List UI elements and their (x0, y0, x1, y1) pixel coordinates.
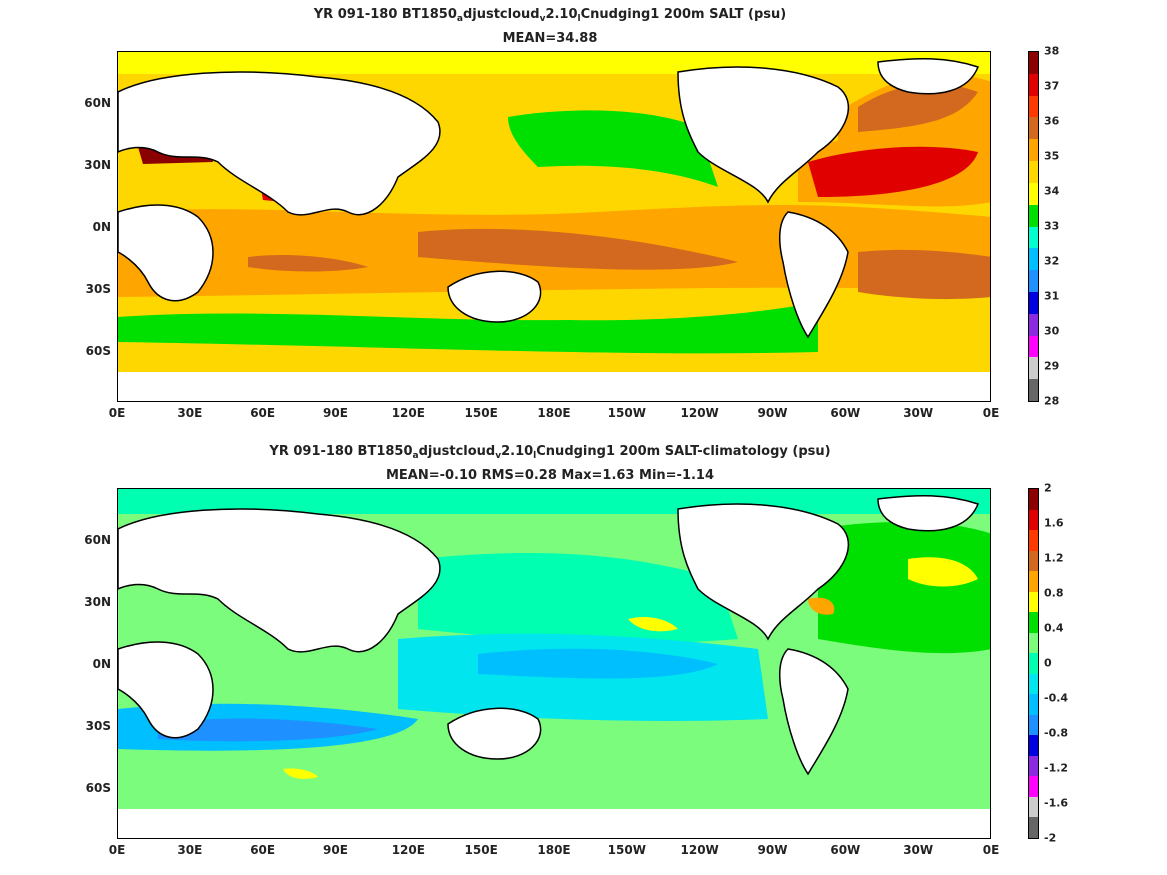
colorbar-segment (1029, 776, 1038, 797)
panel1-stats: MEAN=34.88 (502, 31, 598, 46)
x-tick-label: 0E (982, 406, 1000, 420)
y-tick-label: 30S (85, 719, 111, 733)
x-tick-label: 150W (607, 843, 646, 857)
colorbar-tick-label: 37 (1044, 79, 1060, 93)
x-tick-label: 180E (537, 843, 571, 857)
y-tick-label: 0N (92, 220, 111, 234)
x-tick-label: 90W (757, 843, 788, 857)
colorbar-segment (1029, 694, 1038, 715)
colorbar-segment (1029, 632, 1038, 654)
y-tick-label: 60N (84, 96, 111, 110)
x-tick-label: 0E (982, 843, 1000, 857)
colorbar-tick-label: -1.2 (1044, 761, 1069, 775)
x-tick-label: 30W (903, 843, 934, 857)
colorbar-segment (1029, 673, 1038, 695)
x-tick-label: 60E (250, 406, 276, 420)
x-tick-label: 90E (323, 843, 348, 857)
colorbar-segment (1029, 591, 1038, 613)
colorbar-tick-label: 36 (1044, 114, 1060, 128)
colorbar-segment (1029, 248, 1038, 271)
colorbar-segment (1029, 161, 1038, 183)
colorbar-segment (1029, 182, 1038, 205)
colorbar-segment (1029, 226, 1038, 249)
colorbar-tick-label: -0.4 (1044, 691, 1069, 705)
panel2-title: YR 091-180 BT1850adjustcloudv2.10lCnudgi… (269, 444, 831, 461)
salinity-map (117, 51, 991, 402)
colorbar-segment (1029, 357, 1038, 380)
colorbar-segment (1029, 52, 1038, 74)
colorbar-tick-label: 29 (1044, 359, 1060, 373)
x-tick-label: 90E (323, 406, 348, 420)
salinity-colorbar (1028, 51, 1039, 402)
x-tick-label: 30W (903, 406, 934, 420)
x-tick-label: 120E (391, 406, 425, 420)
x-tick-label: 90W (757, 406, 788, 420)
x-tick-label: 60W (830, 406, 861, 420)
x-tick-label: 180E (537, 406, 571, 420)
y-tick-label: 60N (84, 533, 111, 547)
bias-colorbar (1028, 488, 1039, 839)
x-tick-label: 30E (177, 406, 203, 420)
x-tick-label: 150W (607, 406, 646, 420)
colorbar-segment (1029, 335, 1038, 358)
colorbar-segment (1029, 571, 1038, 592)
colorbar-tick-label: 35 (1044, 149, 1060, 163)
colorbar-tick-label: -0.8 (1044, 726, 1069, 740)
x-tick-label: 120W (680, 406, 719, 420)
y-tick-label: 30N (84, 158, 111, 172)
colorbar-tick-label: 31 (1044, 289, 1060, 303)
y-tick-label: 60S (85, 344, 111, 358)
colorbar-segment (1029, 714, 1038, 736)
salinity-bias-map (117, 488, 991, 839)
colorbar-tick-label: 28 (1044, 394, 1060, 408)
x-tick-label: 60E (250, 843, 276, 857)
x-tick-label: 30E (177, 843, 203, 857)
colorbar-tick-label: -2 (1044, 831, 1057, 845)
colorbar-segment (1029, 95, 1038, 118)
x-tick-label: 60W (830, 843, 861, 857)
x-tick-label: 120E (391, 843, 425, 857)
colorbar-segment (1029, 291, 1038, 314)
colorbar-segment (1029, 204, 1038, 227)
panel2-stats: MEAN=-0.10 RMS=0.28 Max=1.63 Min=-1.14 (385, 468, 715, 483)
colorbar-tick-label: 1.2 (1044, 551, 1064, 565)
colorbar-segment (1029, 139, 1038, 162)
colorbar-segment (1029, 612, 1038, 633)
x-tick-label: 0E (108, 843, 126, 857)
colorbar-segment (1029, 489, 1038, 510)
colorbar-segment (1029, 73, 1038, 96)
colorbar-tick-label: -1.6 (1044, 796, 1069, 810)
colorbar-segment (1029, 550, 1038, 572)
x-tick-label: 0E (108, 406, 126, 420)
colorbar-segment (1029, 117, 1038, 140)
colorbar-segment (1029, 735, 1038, 756)
colorbar-segment (1029, 796, 1038, 818)
x-tick-label: 120W (680, 843, 719, 857)
panel1-title: YR 091-180 BT1850adjustcloudv2.10lCnudgi… (313, 7, 787, 24)
colorbar-tick-label: 33 (1044, 219, 1060, 233)
colorbar-segment (1029, 270, 1038, 292)
colorbar-tick-label: 1.6 (1044, 516, 1064, 530)
x-tick-label: 150E (464, 843, 498, 857)
colorbar-segment (1029, 379, 1038, 401)
colorbar-segment (1029, 313, 1038, 336)
y-tick-label: 0N (92, 657, 111, 671)
colorbar-segment (1029, 653, 1038, 674)
colorbar-segment (1029, 817, 1038, 838)
y-tick-label: 60S (85, 781, 111, 795)
colorbar-tick-label: 2 (1044, 481, 1052, 495)
colorbar-tick-label: 0.4 (1044, 621, 1064, 635)
x-tick-label: 150E (464, 406, 498, 420)
colorbar-tick-label: 34 (1044, 184, 1060, 198)
colorbar-tick-label: 32 (1044, 254, 1060, 268)
colorbar-tick-label: 38 (1044, 44, 1060, 58)
colorbar-tick-label: 30 (1044, 324, 1060, 338)
colorbar-tick-label: 0 (1044, 656, 1052, 670)
colorbar-segment (1029, 509, 1038, 531)
colorbar-segment (1029, 530, 1038, 551)
colorbar-tick-label: 0.8 (1044, 586, 1064, 600)
y-tick-label: 30N (84, 595, 111, 609)
y-tick-label: 30S (85, 282, 111, 296)
colorbar-segment (1029, 755, 1038, 777)
